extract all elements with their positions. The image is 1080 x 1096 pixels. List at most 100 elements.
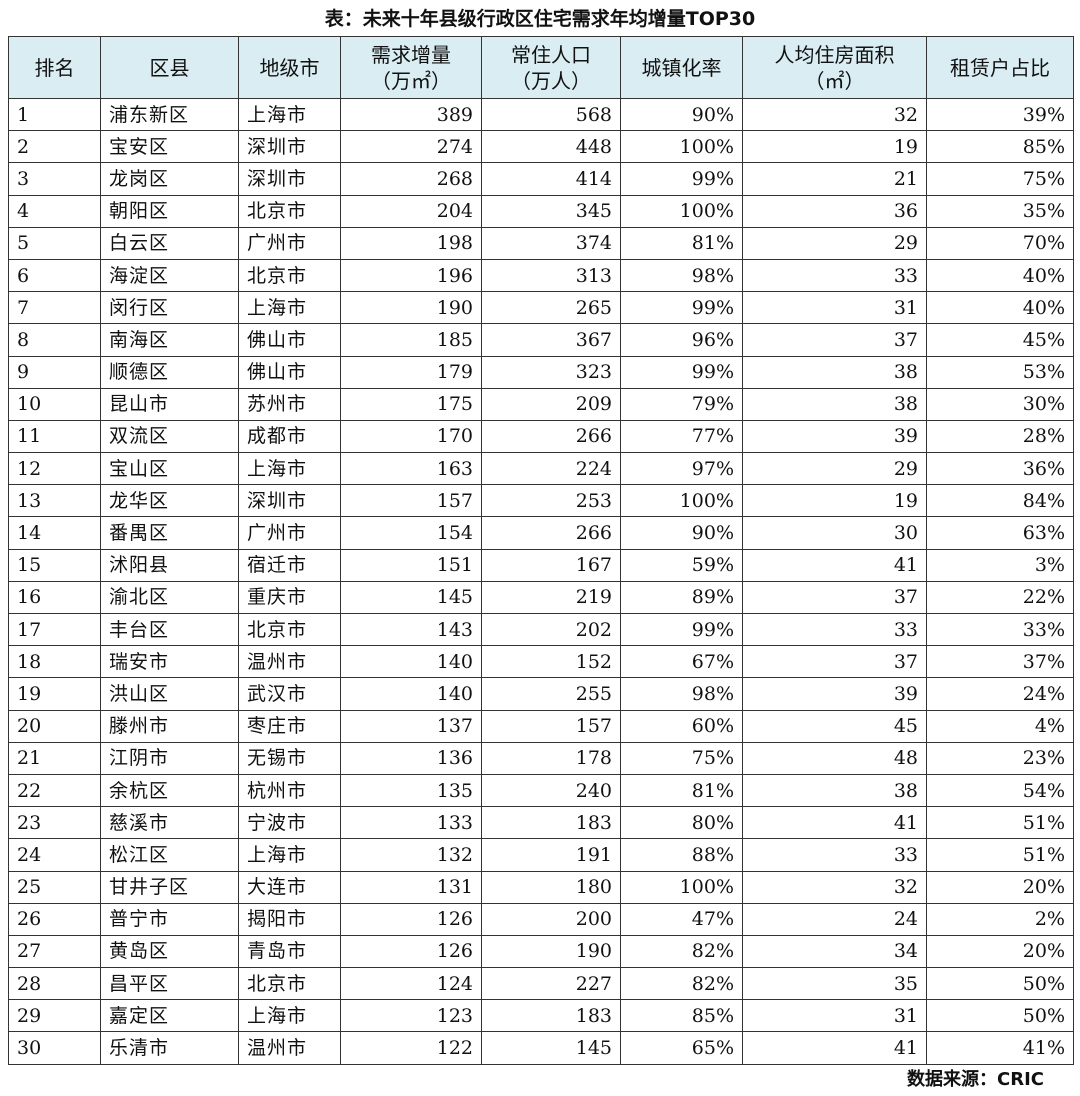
header-area: 人均住房面积 （㎡） (742, 36, 927, 99)
cell-demand: 274 (340, 130, 482, 164)
cell-district: 龙岗区 (100, 162, 239, 196)
header-population-line1: 常住人口 (511, 42, 591, 67)
cell-area: 45 (742, 709, 927, 743)
cell-city: 佛山市 (238, 355, 341, 389)
cell-district: 白云区 (100, 226, 239, 260)
cell-population: 313 (481, 258, 621, 293)
cell-rental: 4% (926, 709, 1074, 743)
cell-rank: 26 (8, 902, 101, 936)
cell-district: 昌平区 (100, 967, 239, 1001)
cell-rank: 4 (8, 194, 101, 228)
cell-rental: 63% (926, 516, 1074, 550)
cell-demand: 389 (340, 97, 482, 132)
cell-urbanization: 65% (620, 1031, 743, 1065)
table-row: 16 渝北区 重庆市 145 219 89% 37 22% (8, 580, 1074, 615)
table-row: 14 番禺区 广州市 154 266 90% 30 63% (8, 516, 1074, 550)
cell-rental: 24% (926, 677, 1074, 711)
cell-urbanization: 85% (620, 999, 743, 1033)
cell-area: 37 (742, 323, 927, 357)
cell-rental: 84% (926, 484, 1074, 518)
table-row: 20 滕州市 枣庄市 137 157 60% 45 4% (8, 709, 1074, 743)
cell-rental: 30% (926, 387, 1074, 421)
cell-demand: 268 (340, 162, 482, 196)
cell-area: 29 (742, 226, 927, 260)
table-row: 29 嘉定区 上海市 123 183 85% 31 50% (8, 999, 1074, 1033)
table-body: 1 浦东新区 上海市 389 568 90% 32 39% 2 宝安区 深圳市 274 448 100% 1… (8, 97, 1074, 1065)
cell-urbanization: 100% (620, 130, 743, 164)
cell-rank: 30 (8, 1031, 101, 1065)
cell-rank: 1 (8, 97, 101, 132)
table-row: 17 丰台区 北京市 143 202 99% 33 33% (8, 612, 1074, 647)
cell-city: 上海市 (238, 291, 341, 325)
cell-city: 上海市 (238, 452, 341, 486)
cell-rank: 19 (8, 677, 101, 711)
cell-area: 30 (742, 516, 927, 550)
table-row: 6 海淀区 北京市 196 313 98% 33 40% (8, 258, 1074, 293)
cell-population: 266 (481, 516, 621, 550)
cell-district: 闵行区 (100, 291, 239, 325)
cell-rental: 20% (926, 934, 1074, 969)
cell-urbanization: 67% (620, 645, 743, 679)
cell-city: 北京市 (238, 967, 341, 1001)
cell-population: 255 (481, 677, 621, 711)
cell-demand: 190 (340, 291, 482, 325)
cell-area: 38 (742, 773, 927, 808)
cell-rank: 27 (8, 934, 101, 969)
cell-area: 33 (742, 838, 927, 872)
cell-district: 慈溪市 (100, 806, 239, 840)
cell-area: 24 (742, 902, 927, 936)
cell-district: 宝安区 (100, 130, 239, 164)
header-demand-line1: 需求增量 (371, 42, 451, 67)
cell-population: 568 (481, 97, 621, 132)
cell-rental: 85% (926, 130, 1074, 164)
cell-city: 枣庄市 (238, 709, 341, 743)
cell-demand: 126 (340, 902, 482, 936)
table-row: 23 慈溪市 宁波市 133 183 80% 41 51% (8, 806, 1074, 840)
header-district: 区县 (100, 36, 239, 99)
header-row: 排名 区县 地级市 需求增量 （万㎡） 常住人口 （万人） 城镇化率 人均住房面… (8, 36, 1074, 99)
cell-city: 佛山市 (238, 323, 341, 357)
cell-district: 甘井子区 (100, 870, 239, 904)
cell-district: 乐清市 (100, 1031, 239, 1065)
cell-population: 323 (481, 355, 621, 389)
cell-demand: 154 (340, 516, 482, 550)
cell-rank: 3 (8, 162, 101, 196)
header-rental: 租赁户占比 (926, 36, 1074, 99)
cell-district: 瑞安市 (100, 645, 239, 679)
cell-population: 209 (481, 387, 621, 421)
cell-urbanization: 97% (620, 452, 743, 486)
cell-city: 成都市 (238, 419, 341, 454)
cell-rank: 2 (8, 130, 101, 164)
cell-rank: 11 (8, 419, 101, 454)
cell-district: 渝北区 (100, 580, 239, 615)
cell-area: 31 (742, 291, 927, 325)
cell-rank: 28 (8, 967, 101, 1001)
cell-urbanization: 79% (620, 387, 743, 421)
cell-demand: 151 (340, 548, 482, 582)
header-urbanization: 城镇化率 (620, 36, 743, 99)
cell-urbanization: 82% (620, 967, 743, 1001)
cell-district: 浦东新区 (100, 97, 239, 132)
cell-demand: 143 (340, 612, 482, 647)
cell-city: 深圳市 (238, 162, 341, 196)
cell-rank: 18 (8, 645, 101, 679)
table-row: 13 龙华区 深圳市 157 253 100% 19 84% (8, 484, 1074, 518)
header-rank: 排名 (8, 36, 101, 99)
cell-area: 41 (742, 806, 927, 840)
table-row: 19 洪山区 武汉市 140 255 98% 39 24% (8, 677, 1074, 711)
cell-rank: 20 (8, 709, 101, 743)
cell-district: 番禺区 (100, 516, 239, 550)
cell-area: 21 (742, 162, 927, 196)
table-row: 28 昌平区 北京市 124 227 82% 35 50% (8, 967, 1074, 1001)
cell-city: 无锡市 (238, 741, 341, 775)
cell-rental: 2% (926, 902, 1074, 936)
cell-area: 36 (742, 194, 927, 228)
table-row: 9 顺德区 佛山市 179 323 99% 38 53% (8, 355, 1074, 389)
cell-district: 朝阳区 (100, 194, 239, 228)
cell-city: 广州市 (238, 226, 341, 260)
cell-urbanization: 90% (620, 97, 743, 132)
cell-urbanization: 96% (620, 323, 743, 357)
table-row: 8 南海区 佛山市 185 367 96% 37 45% (8, 323, 1074, 357)
cell-demand: 122 (340, 1031, 482, 1065)
cell-city: 武汉市 (238, 677, 341, 711)
